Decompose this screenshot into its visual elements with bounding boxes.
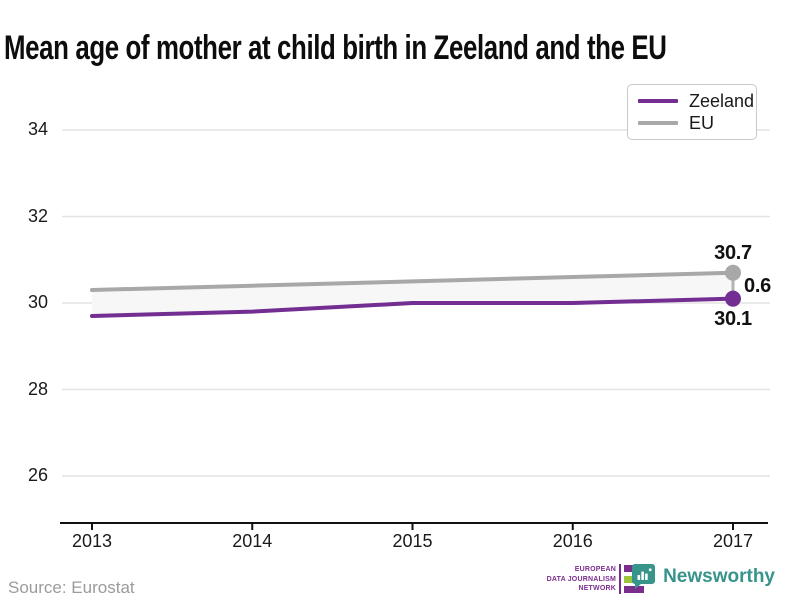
edjn-line-2: DATA JOURNALISM (546, 575, 616, 583)
eu-line (90, 270, 735, 293)
edjn-line-1: EUROPEAN (574, 566, 616, 573)
newsworthy-wordmark: Newsworthy (663, 565, 775, 587)
difference-band (92, 272, 733, 316)
legend-label-zeeland: Zeeland (689, 90, 755, 111)
edjn-divider (619, 564, 621, 594)
source-note: Source: Eurostat (8, 578, 135, 597)
newsworthy-icon (632, 564, 656, 589)
edjn-line-3: NETWORK (578, 585, 616, 592)
zeeland-line (90, 296, 735, 318)
newsworthy-logo: Newsworthy (631, 563, 775, 590)
eu-endpoint-marker (725, 264, 741, 281)
legend: Zeeland EU (627, 84, 757, 140)
edjn-logo-text: EUROPEAN DATA JOURNALISM NETWORK (547, 564, 619, 594)
zeeland-endpoint-marker (725, 290, 741, 307)
chart-title: Mean age of mother at child birth in Zee… (4, 28, 667, 67)
zeeland-line-swatch (638, 99, 678, 103)
legend-item-eu: EU (638, 112, 756, 134)
eu-line-swatch (638, 121, 678, 125)
legend-label-eu: EU (689, 112, 715, 133)
legend-item-zeeland: Zeeland (638, 90, 756, 112)
